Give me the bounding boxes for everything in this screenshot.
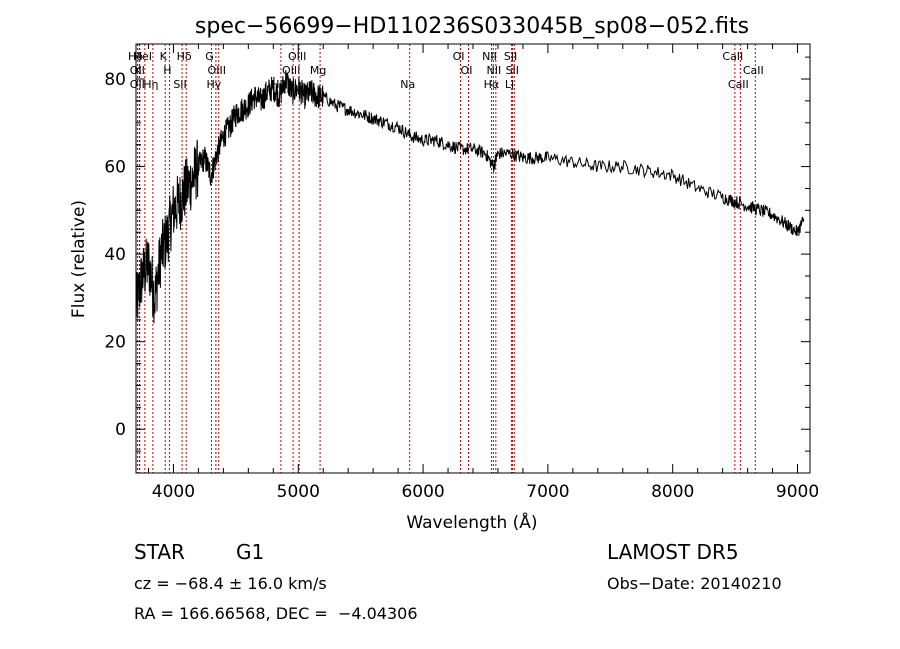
line-marker-label: NII	[482, 50, 497, 63]
line-marker-label: Hγ	[206, 78, 221, 91]
x-tick-label: 7000	[526, 482, 569, 502]
redshift-cz: cz = −68.4 ± 16.0 km/s	[134, 574, 327, 593]
y-tick-label: 0	[115, 420, 126, 440]
line-marker-label: Li	[505, 78, 514, 91]
x-tick-label: 4000	[152, 482, 195, 502]
line-marker-label: Hδ	[177, 50, 192, 63]
x-tick-label: 5000	[277, 482, 320, 502]
y-tick-label: 80	[104, 70, 126, 90]
line-marker-label: OIII	[288, 50, 306, 63]
y-tick-label: 20	[104, 333, 126, 353]
line-marker-label: K	[160, 50, 168, 63]
line-marker-label: SII	[506, 64, 519, 77]
line-marker-label: SII	[504, 50, 517, 63]
line-marker-label: OII	[130, 78, 145, 91]
line-marker-label: HeI	[134, 50, 152, 63]
object-subclass: G1	[236, 540, 265, 564]
survey-name: LAMOST DR5	[607, 540, 739, 564]
x-tick-label: 9000	[776, 482, 819, 502]
x-tick-label: 6000	[401, 482, 444, 502]
line-marker-label: SII	[173, 78, 186, 91]
line-marker-label: OIII	[208, 64, 226, 77]
line-marker-label: CaII	[743, 64, 764, 77]
x-tick-label: 8000	[651, 482, 694, 502]
coordinates: RA = 166.66568, DEC = −4.04306	[134, 604, 418, 623]
chart-title: spec−56699−HD110236S033045B_sp08−052.fit…	[195, 14, 749, 39]
object-class: STAR	[134, 540, 185, 564]
x-axis-label: Wavelength (Å)	[406, 511, 537, 533]
y-axis-label: Flux (relative)	[69, 200, 89, 318]
line-marker-label: CaII	[728, 78, 749, 91]
line-marker-label: OI	[461, 64, 473, 77]
line-marker-label: OIII	[282, 64, 300, 77]
line-marker-label: K	[134, 64, 142, 77]
spectrum-line	[135, 69, 805, 324]
line-marker-label: OII	[130, 64, 145, 77]
line-marker-label: CaII	[722, 50, 743, 63]
y-tick-label: 60	[104, 158, 126, 178]
line-marker-label: OI	[453, 50, 465, 63]
observation-date: Obs−Date: 20140210	[607, 574, 782, 593]
line-marker-label: NII	[486, 64, 501, 77]
line-marker-label: Hη	[143, 78, 158, 91]
y-tick-label: 40	[104, 245, 126, 265]
line-marker-label: Mg	[310, 64, 326, 77]
line-marker-label: Na	[400, 78, 415, 91]
line-marker-label: G	[205, 50, 214, 63]
line-marker-label: H	[163, 64, 171, 77]
